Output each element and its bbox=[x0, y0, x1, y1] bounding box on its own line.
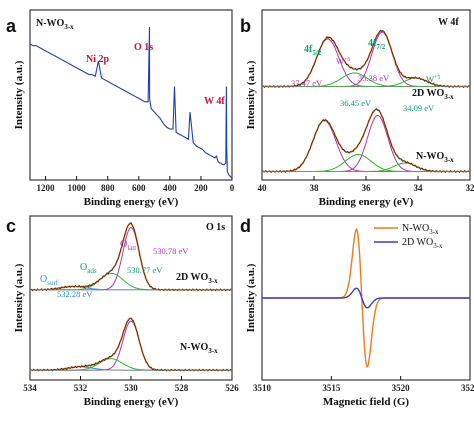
x-tick-label: 34 bbox=[414, 183, 424, 193]
panel-b-title: W 4f bbox=[438, 17, 459, 28]
x-tick-label: 530 bbox=[124, 383, 138, 393]
panel-c-xlabel: Binding energy (eV) bbox=[84, 396, 179, 408]
panel-b-w6: W+6 bbox=[336, 56, 350, 66]
panel-d-legend: N-WO3-x 2D WO3-x bbox=[374, 223, 443, 250]
panel-b-energy-4: 34.09 eV bbox=[403, 103, 435, 113]
panel-d-xlabel: Magnetic field (G) bbox=[323, 396, 409, 408]
raw-data-line bbox=[261, 108, 471, 174]
panel-a-frame bbox=[29, 9, 233, 181]
legend-label-n-wo3: N-WO3-x bbox=[402, 223, 439, 236]
panel-c-sample-2: N-WO3-x bbox=[180, 342, 218, 355]
x-tick-label: 534 bbox=[23, 383, 37, 393]
panel-c-olatt: Olatt bbox=[120, 239, 136, 252]
panel-a-o-label: O 1s bbox=[134, 42, 153, 53]
panel-c-title: O 1s bbox=[206, 222, 225, 233]
x-tick-label: 1200 bbox=[37, 183, 56, 193]
x-tick-label: 0 bbox=[230, 183, 235, 193]
panel-a-ylabel: Intensity (a.u.) bbox=[13, 60, 25, 129]
panel-b-xlabel: Binding energy (eV) bbox=[319, 196, 414, 208]
panel-c-energy-3: 532.28 eV bbox=[57, 289, 93, 299]
panel-b-energy-3: 36.45 eV bbox=[340, 98, 372, 108]
panel-a-sample-label: N-WO3-x bbox=[36, 18, 74, 31]
fit-envelope-line bbox=[262, 108, 470, 173]
fit-component-line bbox=[30, 358, 232, 371]
panel-a-ni-label: Ni 2p bbox=[86, 54, 110, 65]
x-tick-label: 3510 bbox=[253, 383, 272, 393]
panel-c-ylabel: Intensity (a.u.) bbox=[13, 263, 25, 332]
panel-c-energy-2: 530.77 eV bbox=[127, 265, 163, 275]
panel-b-4f72: 4f7/2 bbox=[368, 38, 386, 51]
panel-a-xlabel: Binding energy (eV) bbox=[84, 196, 179, 208]
panel-b-ylabel: Intensity (a.u.) bbox=[245, 60, 257, 129]
panel-b-w5: W+5 bbox=[426, 74, 440, 84]
x-tick-label: 40 bbox=[258, 183, 268, 193]
x-tick-label: 526 bbox=[225, 383, 239, 393]
panel-c-oads: Oads bbox=[80, 262, 97, 275]
panel-c-osurf: Osurf bbox=[40, 274, 59, 287]
x-tick-label: 200 bbox=[194, 183, 208, 193]
panel-c-sample-1: 2D WO3-x bbox=[176, 272, 218, 285]
x-tick-label: 3525 bbox=[461, 383, 474, 393]
x-tick-label: 38 bbox=[310, 183, 320, 193]
legend-label-2d-wo3: 2D WO3-x bbox=[402, 237, 443, 250]
panel-b-energy-1: 37.47 eV bbox=[291, 78, 323, 88]
panel-label-d: d bbox=[240, 216, 251, 236]
panel-b-sample-1: 2D WO3-x bbox=[412, 88, 454, 101]
x-tick-label: 3515 bbox=[322, 383, 341, 393]
panel-b-energy-2: 35.38 eV bbox=[358, 73, 390, 83]
panel-b-sample-2: N-WO3-x bbox=[416, 151, 454, 164]
raw-data-line bbox=[29, 221, 233, 292]
x-tick-label: 32 bbox=[466, 183, 474, 193]
panel-label-c: c bbox=[6, 216, 16, 236]
x-tick-label: 528 bbox=[175, 383, 189, 393]
raw-data-line bbox=[261, 29, 471, 89]
panel-b-4f52: 4f5/2 bbox=[304, 44, 322, 57]
x-tick-label: 1000 bbox=[68, 183, 87, 193]
panel-a-w-label: W 4f bbox=[204, 96, 225, 107]
fit-component-line bbox=[262, 114, 470, 172]
x-tick-label: 600 bbox=[132, 183, 146, 193]
panel-label-b: b bbox=[240, 16, 251, 36]
panel-d-ylabel: Intensity (a.u.) bbox=[245, 263, 257, 332]
epr-series-line bbox=[262, 287, 470, 309]
x-tick-label: 800 bbox=[101, 183, 115, 193]
x-tick-label: 3520 bbox=[392, 383, 411, 393]
x-tick-label: 400 bbox=[163, 183, 177, 193]
panel-label-a: a bbox=[6, 16, 17, 36]
panel-c-energy-1: 530.78 eV bbox=[153, 246, 189, 256]
curve-layer bbox=[29, 26, 471, 372]
x-tick-label: 532 bbox=[74, 383, 88, 393]
survey-series-line bbox=[29, 26, 233, 179]
x-tick-label: 36 bbox=[362, 183, 372, 193]
